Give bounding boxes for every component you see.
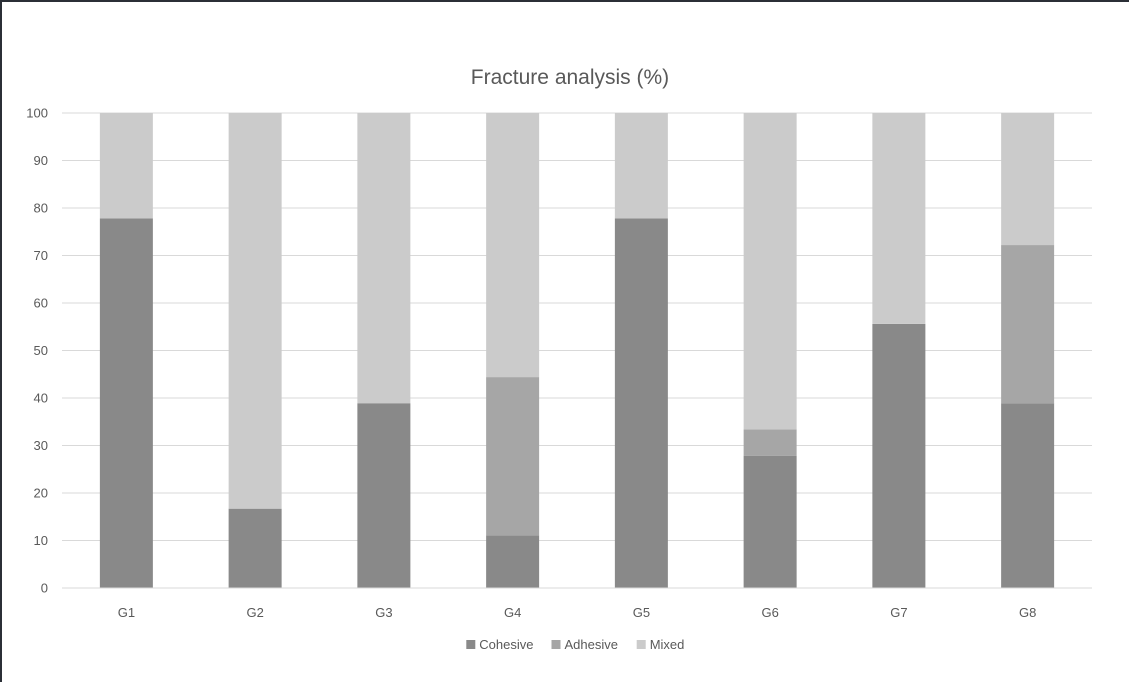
y-tick-label-20: 20 [34,486,48,501]
x-tick-label-g1: G1 [118,605,135,620]
legend-swatch-adhesive [551,640,561,649]
bar-g1-mixed [99,113,153,219]
x-tick-label-g2: G2 [246,605,263,620]
x-tick-label-g5: G5 [633,605,650,620]
gridlines [62,112,1092,541]
bar-g8-mixed [1001,113,1055,246]
bar-g3-mixed [357,113,411,404]
bar-g4-mixed [486,113,540,378]
x-axis-tick-labels: G1 G2 G3 G4 G5 G6 G7 G8 [118,605,1037,620]
x-tick-label-g7: G7 [890,605,907,620]
y-tick-label-90: 90 [34,153,48,168]
y-tick-label-0: 0 [41,581,48,596]
bar-g7-mixed [872,113,926,324]
y-tick-label-70: 70 [34,248,48,263]
bar-g8-cohesive [1001,403,1055,588]
bar-g5-cohesive [614,218,668,588]
x-tick-label-g3: G3 [375,605,392,620]
x-tick-label-g8: G8 [1019,605,1036,620]
legend-swatch-cohesive [466,640,476,649]
x-tick-label-g6: G6 [761,605,778,620]
x-tick-label-g4: G4 [504,605,521,620]
legend-label-mixed: Mixed [650,637,685,652]
y-tick-label-30: 30 [34,438,48,453]
legend-swatch-mixed [636,640,646,649]
chart-title: Fracture analysis (%) [471,66,669,89]
bar-g5-mixed [614,113,668,219]
y-tick-label-50: 50 [34,343,48,358]
bar-g4-cohesive [486,535,540,588]
y-axis-tick-labels: 0 10 20 30 40 50 60 70 80 90 100 [26,106,48,596]
y-tick-label-60: 60 [34,296,48,311]
bars [99,113,1055,588]
legend-label-adhesive: Adhesive [565,637,618,652]
bar-g1-cohesive [99,218,153,588]
legend-label-cohesive: Cohesive [479,637,533,652]
bar-g3-cohesive [357,403,411,588]
bar-g6-cohesive [743,455,797,588]
bar-g6-mixed [743,113,797,430]
y-tick-label-80: 80 [34,201,48,216]
y-tick-label-100: 100 [26,106,48,121]
bar-g2-cohesive [228,508,282,588]
legend: Cohesive Adhesive Mixed [466,637,684,652]
bar-g6-adhesive [743,429,797,456]
bar-g7-cohesive [872,323,926,588]
bar-g4-adhesive [486,377,540,536]
bar-g2-mixed [228,113,282,509]
bar-g8-adhesive [1001,245,1055,404]
y-tick-label-10: 10 [34,533,48,548]
y-tick-label-40: 40 [34,391,48,406]
